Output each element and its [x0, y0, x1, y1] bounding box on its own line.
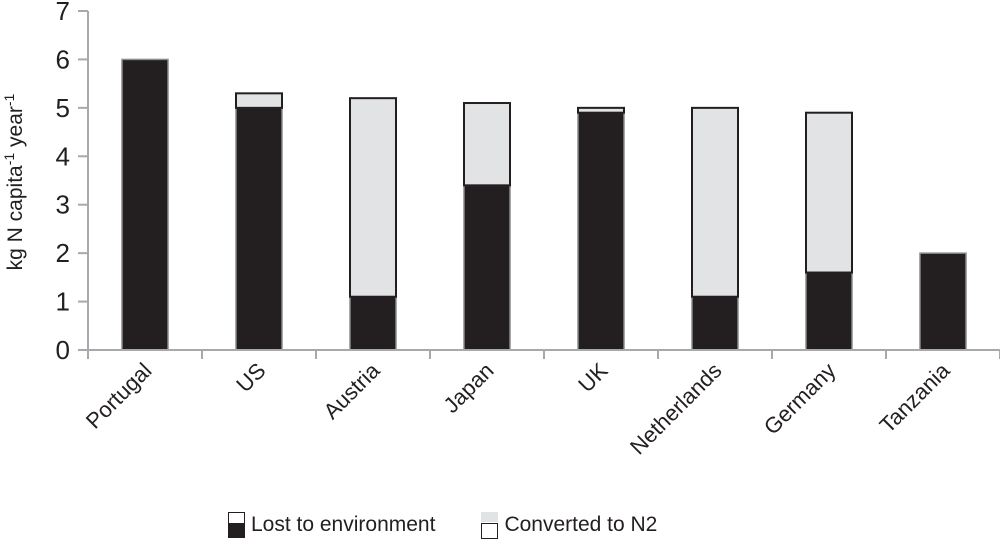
- y-tick-label: 1: [56, 287, 70, 317]
- bar-segment: [691, 106, 739, 298]
- x-tick-label: Netherlands: [625, 358, 727, 460]
- y-tick-label: 5: [56, 93, 70, 123]
- y-tick-label: 6: [56, 44, 70, 74]
- x-tick-label: Japan: [438, 358, 498, 418]
- bar-portugal: [121, 58, 169, 351]
- bar-segment: [577, 106, 625, 114]
- bar-us: [235, 92, 283, 351]
- y-tick-label: 3: [56, 190, 70, 220]
- bar-segment: [349, 295, 397, 351]
- bar-japan: [463, 102, 511, 351]
- y-tick-label: 4: [56, 141, 70, 171]
- legend-item-lost: Lost to environment: [228, 512, 435, 538]
- x-tick-label: UK: [573, 358, 613, 398]
- bar-austria: [349, 97, 397, 351]
- x-tick-label: US: [231, 358, 270, 397]
- bar-segment: [463, 102, 511, 187]
- legend-label-converted: Converted to N2: [504, 513, 658, 536]
- legend-item-converted: Converted to N2: [481, 512, 658, 539]
- bar-segment: [577, 111, 625, 351]
- x-tick-label: Austria: [318, 357, 385, 424]
- bar-segment: [235, 107, 283, 351]
- bar-segment: [805, 111, 853, 274]
- y-axis: 0 1 2 3 4 5 6 7: [56, 0, 89, 365]
- x-tick-label: Portugal: [81, 358, 157, 434]
- bar-segment: [805, 271, 853, 351]
- y-axis-label: kg N capita-1 year-1: [1, 93, 27, 270]
- bar-segment: [349, 97, 397, 298]
- converted-swatch-icon: [481, 512, 499, 539]
- bars: [121, 58, 967, 351]
- bar-segment: [919, 252, 967, 351]
- x-axis: Portugal US Austria Japan UK Netherlands Germa…: [81, 349, 1000, 460]
- bar-uk: [577, 106, 625, 351]
- bar-segment: [235, 92, 283, 109]
- legend: Lost to environment Converted to N2: [228, 512, 703, 539]
- y-tick-label: 2: [56, 238, 70, 268]
- x-tick-label: Germany: [759, 358, 841, 440]
- bar-segment: [463, 184, 511, 351]
- bar-tanzania: [919, 252, 967, 351]
- bar-segment: [691, 295, 739, 351]
- y-tick-label: 7: [56, 0, 70, 26]
- y-tick-label: 0: [56, 335, 70, 365]
- bar-netherlands: [691, 106, 739, 351]
- legend-label-lost: Lost to environment: [251, 513, 436, 536]
- bar-germany: [805, 111, 853, 351]
- lost-swatch-icon: [228, 512, 245, 538]
- bar-segment: [121, 58, 169, 351]
- x-tick-label: Tanzania: [875, 357, 955, 437]
